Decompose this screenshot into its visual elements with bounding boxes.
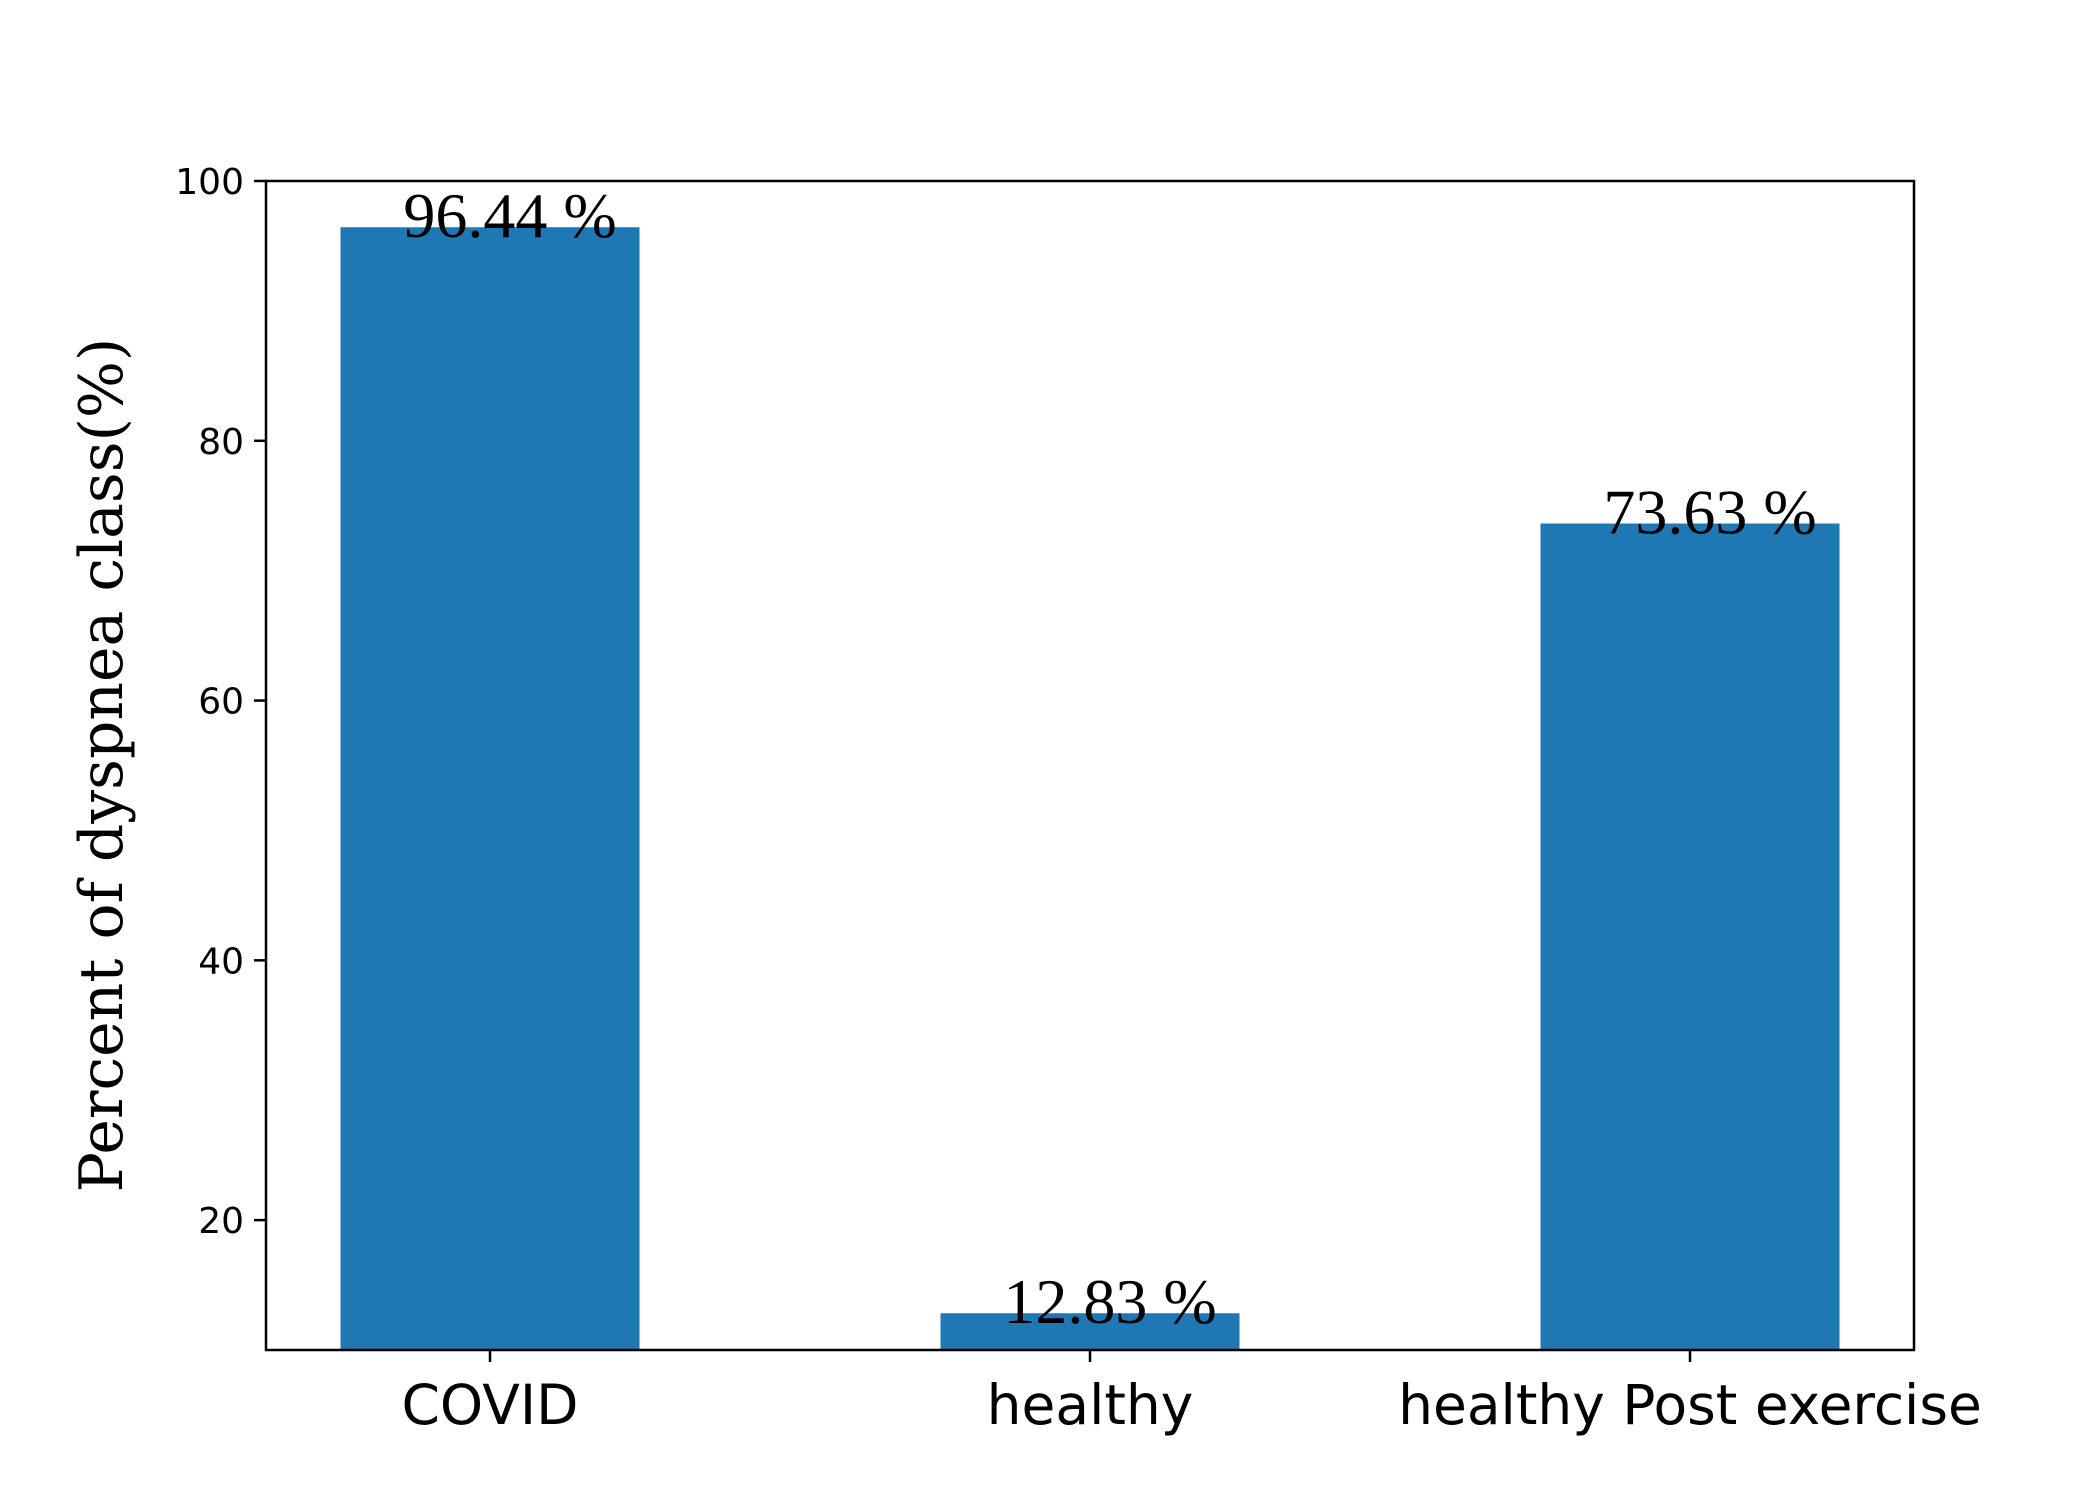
x-tick-label-0: COVID	[402, 1373, 579, 1437]
y-tick-label-3: 80	[198, 422, 244, 463]
value-labels-group: 96.44 % 12.83 % 73.63 %	[403, 180, 1816, 1337]
value-label-0: 96.44 %	[403, 180, 616, 251]
bar-1	[940, 1313, 1240, 1350]
y-tick-label-4: 100	[175, 162, 244, 203]
bars-group	[340, 227, 1840, 1350]
y-tick-label-2: 60	[198, 682, 244, 723]
y-axis: 20 40 60 80 100	[175, 162, 266, 1242]
y-tick-label-1: 40	[198, 941, 244, 982]
x-tick-label-2: healthy Post exercise	[1398, 1373, 1982, 1437]
bar-2	[1540, 523, 1840, 1350]
y-tick-label-0: 20	[198, 1201, 244, 1242]
x-axis: COVID healthy healthy Post exercise	[402, 1350, 1982, 1437]
y-axis-label: Percent of dyspnea class(%)	[67, 338, 137, 1193]
bar-0	[340, 227, 640, 1350]
value-label-1: 12.83 %	[1003, 1266, 1216, 1337]
value-label-2: 73.63 %	[1603, 477, 1816, 548]
x-tick-label-1: healthy	[987, 1373, 1194, 1437]
